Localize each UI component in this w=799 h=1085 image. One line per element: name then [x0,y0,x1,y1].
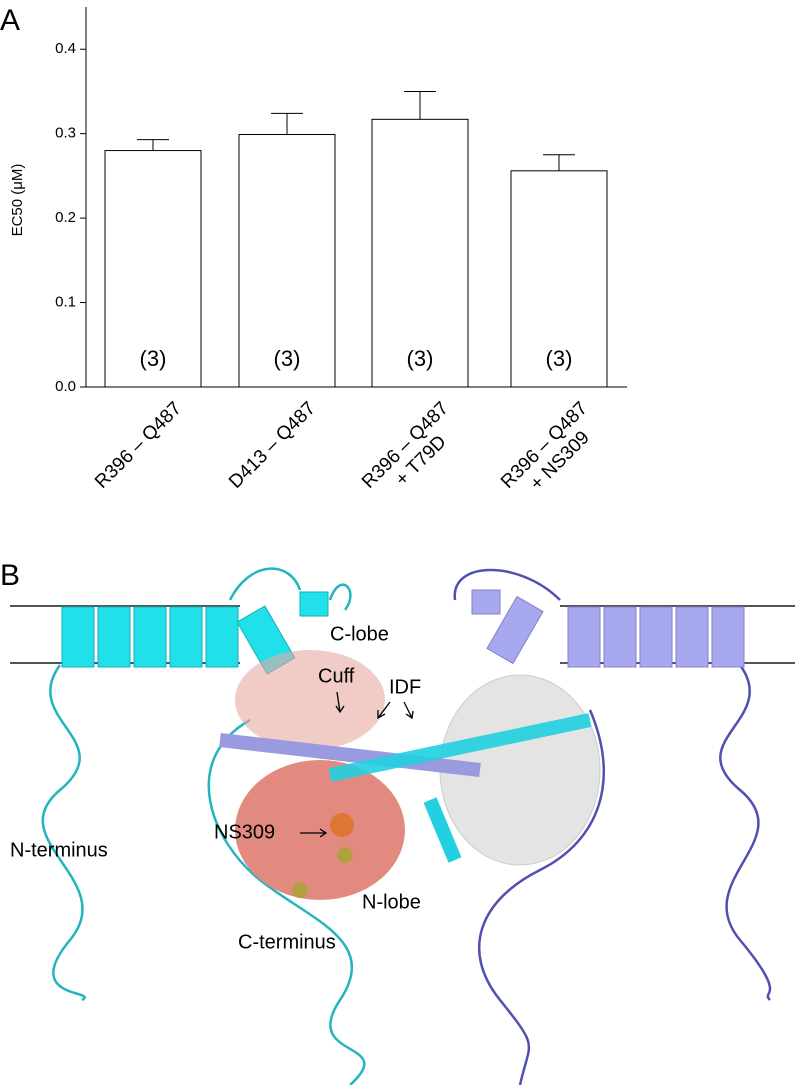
helix-cylinder [169,606,203,668]
arrow [300,828,328,838]
y-tick-label: 0.1 [55,294,76,311]
loop [228,567,352,611]
label: Cuff [318,665,355,687]
helix-cylinder [603,606,637,668]
helix [328,713,592,782]
chain [719,664,772,1001]
n-label: (3) [407,346,434,371]
calcium [292,882,308,898]
chain [477,709,605,1085]
arrow [403,701,414,720]
helix-cylinder [675,606,709,668]
helix-cylinder [133,606,167,668]
helix-cylinder [567,606,601,668]
panel-b: C-lobe Cuff IDF NS309 N-terminus N-lobe … [0,559,795,1085]
loop [453,568,561,601]
helix [219,733,481,777]
helix-cylinder [711,606,745,668]
helix-cylinder [97,606,131,668]
label: C-lobe [330,623,389,645]
n-terminus-chain [41,664,86,1002]
helix [423,797,462,863]
panel-label: B [0,559,20,592]
label: NS309 [214,821,275,843]
label: C-terminus [238,931,336,953]
helix-cylinder [471,589,501,615]
y-tick-label: 0.3 [55,125,76,142]
bar [371,118,469,388]
label: IDF [389,676,421,698]
n-lobe-surface [235,760,405,900]
y-tick-label: 0.0 [55,378,76,395]
n-label: (3) [140,346,167,371]
bar [238,134,336,388]
panel-label: A [0,4,20,37]
y-tick-label: 0.4 [55,40,76,57]
c-terminus-chain [207,718,366,1085]
helix-cylinder [639,606,673,668]
helix-cylinder [61,606,95,668]
ns309-ligand [330,813,354,837]
c-lobe-surface [235,650,385,750]
arrow [335,691,345,714]
y-tick-label: 0.2 [55,209,76,226]
label: N-terminus [10,839,108,861]
bar [104,150,202,388]
y-axis-label: EC50 (μM) [9,164,26,237]
helix-cylinder [486,595,544,665]
n-label: (3) [274,346,301,371]
helix-cylinder [205,606,239,668]
calcium [337,847,353,863]
n-label: (3) [546,346,573,371]
label: N-lobe [362,891,421,913]
arrow [377,701,391,720]
bar [510,170,608,388]
helix-cylinder [299,591,329,617]
